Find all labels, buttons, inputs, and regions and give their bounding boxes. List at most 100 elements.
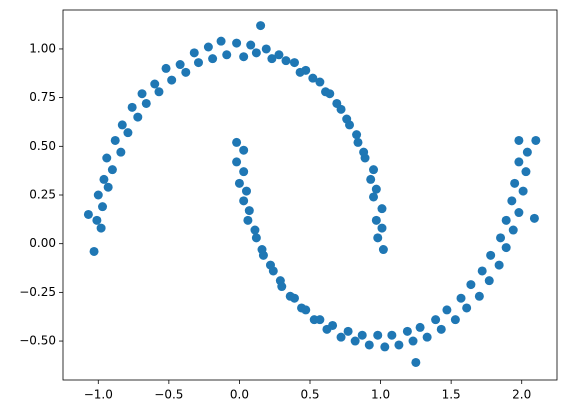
point <box>239 145 249 155</box>
point <box>289 293 299 303</box>
point <box>369 165 379 175</box>
point <box>116 147 126 157</box>
x-tick-label: 1.0 <box>371 388 390 402</box>
point <box>359 147 369 157</box>
point <box>232 137 242 147</box>
point <box>484 276 494 286</box>
point <box>243 215 253 225</box>
point <box>373 330 383 340</box>
point <box>277 282 287 292</box>
y-tick-label: 0.25 <box>29 188 56 202</box>
point <box>239 196 249 206</box>
point <box>394 340 404 350</box>
point <box>267 54 277 64</box>
point <box>216 36 226 46</box>
y-tick-label: 0.00 <box>29 236 56 250</box>
point <box>377 223 387 233</box>
point <box>415 322 425 332</box>
point <box>308 73 318 83</box>
point <box>258 250 268 260</box>
point <box>102 153 112 163</box>
point <box>98 202 108 212</box>
x-tick-label: 1.5 <box>442 388 461 402</box>
point <box>364 340 374 350</box>
point <box>357 330 367 340</box>
point <box>373 233 383 243</box>
y-tick-label: 0.75 <box>29 90 56 104</box>
point <box>232 38 242 48</box>
point <box>281 56 291 66</box>
point <box>402 326 412 336</box>
point <box>352 130 362 140</box>
point <box>154 87 164 97</box>
y-tick-label: 1.00 <box>29 41 56 55</box>
point <box>315 315 325 325</box>
x-tick-label: 0.5 <box>300 388 319 402</box>
point <box>301 305 311 315</box>
point <box>295 67 305 77</box>
point <box>466 280 476 290</box>
point <box>450 315 460 325</box>
point <box>208 54 218 64</box>
point <box>514 157 524 167</box>
y-tick-label: −0.50 <box>19 334 56 348</box>
point <box>474 291 484 301</box>
x-tick-label: −1.0 <box>84 388 113 402</box>
point <box>99 174 109 184</box>
point <box>431 315 441 325</box>
point <box>342 114 352 124</box>
point <box>328 320 338 330</box>
point <box>332 98 342 108</box>
point <box>369 192 379 202</box>
point <box>274 50 284 60</box>
point <box>343 326 353 336</box>
point <box>222 50 232 60</box>
point <box>251 48 261 58</box>
point <box>92 215 102 225</box>
point <box>442 305 452 315</box>
point <box>239 52 249 62</box>
point <box>189 48 199 58</box>
point <box>462 303 472 313</box>
point <box>161 63 171 73</box>
point <box>477 266 487 276</box>
point <box>531 135 541 145</box>
point <box>510 178 520 188</box>
point <box>239 167 249 177</box>
point <box>244 206 254 216</box>
point <box>522 147 532 157</box>
point <box>408 336 418 346</box>
x-tick-label: 2.0 <box>512 388 531 402</box>
point <box>110 135 120 145</box>
y-tick-label: −0.25 <box>19 285 56 299</box>
point <box>141 98 151 108</box>
point <box>117 120 127 130</box>
y-tick-label: 0.50 <box>29 139 56 153</box>
point <box>107 165 117 175</box>
point <box>93 190 103 200</box>
point <box>150 79 160 89</box>
point <box>371 215 381 225</box>
point <box>127 102 137 112</box>
point <box>353 137 363 147</box>
point <box>377 204 387 214</box>
point <box>241 186 251 196</box>
point <box>387 330 397 340</box>
point <box>89 246 99 256</box>
point <box>378 245 388 255</box>
axes-frame <box>62 9 558 381</box>
point <box>181 67 191 77</box>
point <box>246 40 256 50</box>
point <box>501 215 511 225</box>
point <box>261 44 271 54</box>
point <box>486 250 496 260</box>
point <box>193 58 203 68</box>
point <box>251 233 261 243</box>
point <box>133 112 143 122</box>
point <box>137 89 147 99</box>
point <box>514 135 524 145</box>
point <box>315 77 325 87</box>
point <box>96 223 106 233</box>
x-tick-label: 0.0 <box>230 388 249 402</box>
point <box>256 21 266 31</box>
